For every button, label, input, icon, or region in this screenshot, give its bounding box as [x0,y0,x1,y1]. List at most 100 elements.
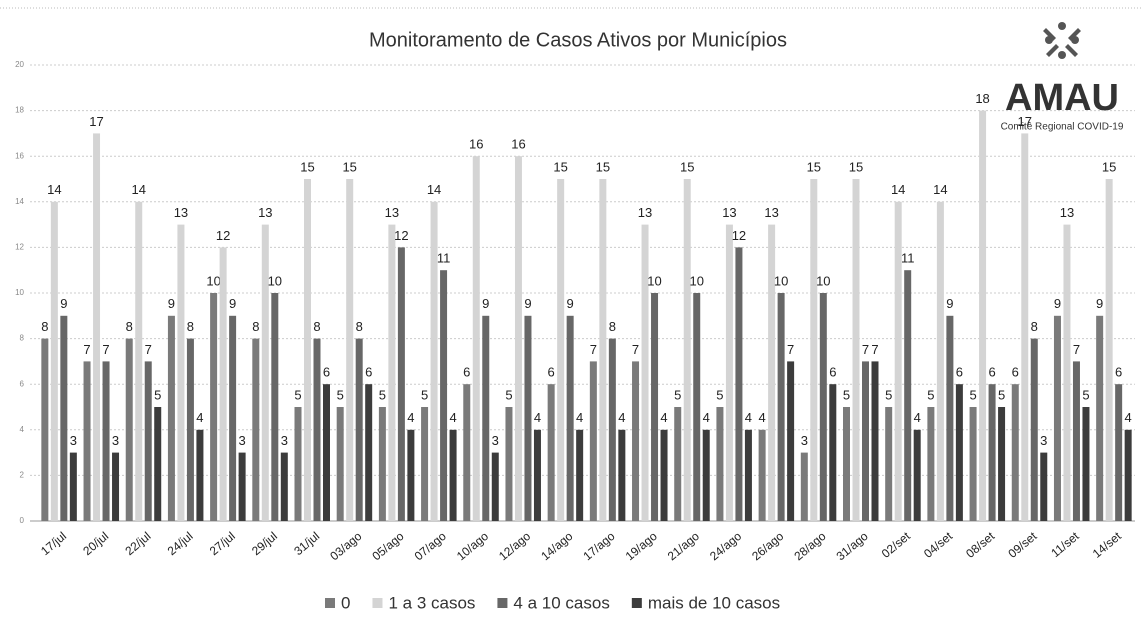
value-label: 11 [437,251,451,266]
bar [271,293,279,521]
value-label: 6 [829,365,836,380]
value-label: 6 [323,365,330,380]
value-label: 4 [1125,410,1132,425]
value-label: 4 [660,410,667,425]
bar [862,361,869,521]
bar [50,201,58,522]
y-tick-label: 0 [20,516,25,525]
bar [323,384,330,521]
value-label: 5 [998,387,1005,402]
value-label: 16 [511,137,525,152]
bar [576,429,584,521]
value-label: 13 [1060,205,1074,220]
value-label: 10 [206,273,220,288]
bar [547,384,555,521]
value-label: 5 [843,387,850,402]
value-label: 14 [427,182,441,197]
value-label: 3 [238,433,245,448]
value-label: 7 [787,342,794,357]
bar [196,429,204,521]
chart-title: Monitoramento de Casos Ativos por Municí… [369,29,787,51]
bar [777,293,785,521]
x-tick-label: 29/jul [249,529,280,558]
value-label: 12 [732,228,746,243]
bar [219,247,227,521]
value-label: 12 [216,228,230,243]
value-label: 7 [83,342,90,357]
bar [843,407,850,521]
bar [693,293,701,521]
y-tick-label: 18 [15,106,24,115]
value-label: 8 [356,319,363,334]
value-label: 7 [871,342,878,357]
bar [979,110,987,521]
value-label: 7 [590,342,597,357]
bar [1040,452,1048,521]
value-label: 10 [268,273,282,288]
legend-label: 4 a 10 casos [513,593,609,612]
x-tick-label: 22/jul [122,529,153,558]
value-label: 8 [187,319,194,334]
value-label: 9 [946,296,953,311]
bar [388,224,396,521]
bar [1082,407,1090,521]
value-label: 4 [618,410,625,425]
value-label: 10 [774,273,788,288]
bar [533,429,541,521]
bar [514,156,522,521]
x-tick-label: 05/ago [369,529,406,564]
bar [632,361,640,521]
bar [599,179,607,521]
bar [800,452,808,521]
bar [660,429,668,521]
bar [524,315,532,521]
bar [1030,338,1038,521]
value-label: 15 [849,159,863,174]
value-label: 14 [131,182,145,197]
value-label: 5 [674,387,681,402]
value-label: 3 [492,433,499,448]
value-label: 5 [154,387,161,402]
legend-swatch [497,598,508,608]
bar [1021,133,1029,521]
value-label: 15 [300,159,314,174]
x-tick-label: 21/ago [665,529,702,564]
value-label: 5 [337,387,344,402]
value-label: 14 [891,182,905,197]
bar [252,338,260,521]
bar [210,293,218,521]
y-tick-label: 8 [20,334,25,343]
bar [102,361,110,521]
bar [787,361,795,521]
bar [280,452,288,521]
bar [346,179,354,521]
x-tick-label: 20/jul [80,529,111,558]
value-label: 9 [1054,296,1061,311]
bar [167,315,175,521]
value-label: 15 [596,159,610,174]
x-tick-label: 27/jul [207,529,238,558]
bar [1011,384,1019,521]
value-label: 4 [534,410,541,425]
value-label: 4 [745,410,752,425]
bar [491,452,499,521]
bar [702,429,710,521]
value-label: 8 [609,319,616,334]
bar [472,156,480,521]
value-label: 8 [252,319,259,334]
value-label: 11 [901,251,915,266]
bar [505,407,513,521]
x-tick-label: 03/ago [327,529,364,564]
logo-name: AMAU [1005,77,1119,119]
x-tick-label: 24/jul [165,529,196,558]
value-label: 10 [647,273,661,288]
value-label: 6 [1115,365,1122,380]
legend-swatch [325,598,335,608]
x-tick-label: 28/ago [791,529,828,564]
bar [135,201,143,522]
bar [674,407,682,521]
value-label: 16 [469,137,483,152]
value-label: 4 [407,410,414,425]
bar [365,384,373,521]
bar [810,179,818,521]
